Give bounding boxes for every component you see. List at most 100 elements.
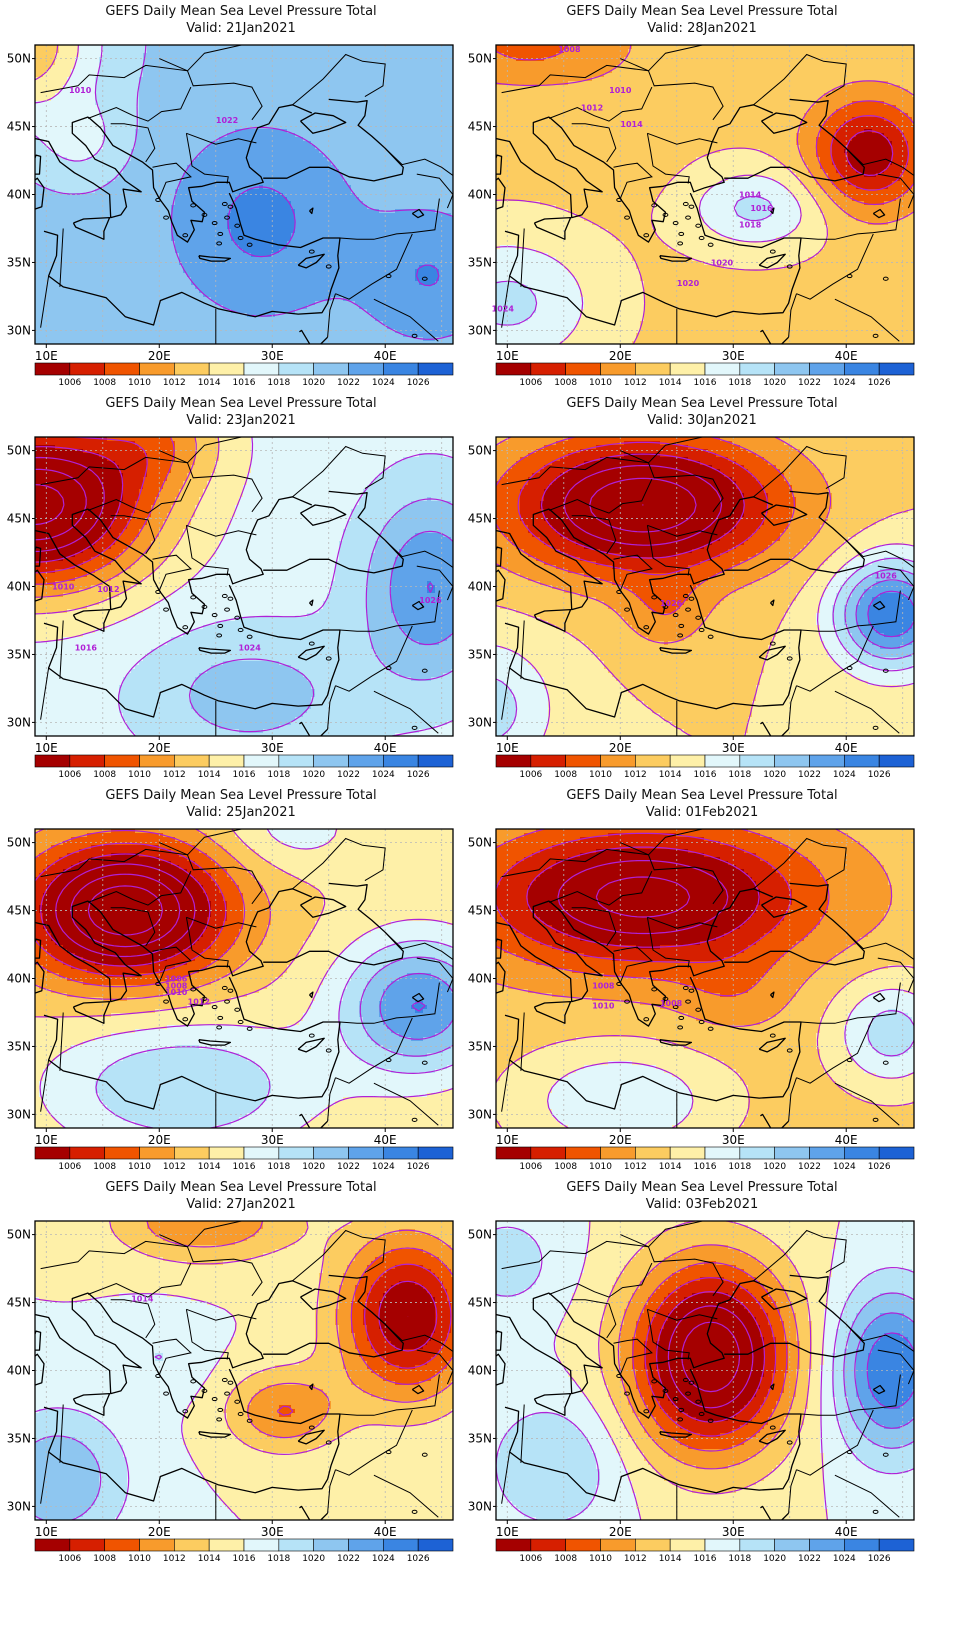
- pressure-cell: [43, 233, 48, 238]
- pressure-cell: [343, 45, 348, 50]
- pressure-cell: [343, 77, 348, 82]
- pressure-cell: [211, 157, 216, 162]
- pressure-cell: [83, 65, 88, 70]
- pressure-cell: [303, 49, 308, 54]
- pressure-cell: [151, 61, 156, 66]
- pressure-cell: [207, 189, 212, 194]
- pressure-cell: [275, 229, 280, 234]
- pressure-cell: [67, 65, 72, 70]
- pressure-cell: [131, 53, 136, 58]
- pressure-cell: [83, 49, 88, 54]
- pressure-cell: [399, 205, 404, 210]
- pressure-cell: [231, 145, 236, 150]
- pressure-cell: [379, 221, 384, 226]
- pressure-cell: [371, 65, 376, 70]
- pressure-cell: [439, 61, 444, 66]
- pressure-cell: [375, 213, 380, 218]
- pressure-cell: [175, 45, 180, 50]
- pressure-cell: [159, 181, 164, 186]
- pressure-cell: [323, 181, 328, 186]
- pressure-cell: [447, 229, 452, 234]
- pressure-cell: [307, 149, 312, 154]
- pressure-cell: [343, 89, 348, 94]
- pressure-cell: [303, 197, 308, 202]
- pressure-cell: [239, 93, 244, 98]
- pressure-cell: [447, 53, 452, 58]
- pressure-cell: [63, 181, 68, 186]
- pressure-cell: [251, 233, 256, 238]
- pressure-cell: [447, 61, 452, 66]
- pressure-cell: [223, 165, 228, 170]
- pressure-cell: [87, 77, 92, 82]
- pressure-cell: [191, 213, 196, 218]
- pressure-cell: [235, 61, 240, 66]
- pressure-cell: [155, 81, 160, 86]
- pressure-cell: [291, 165, 296, 170]
- pressure-cell: [207, 153, 212, 158]
- pressure-cell: [107, 157, 112, 162]
- pressure-cell: [115, 53, 120, 58]
- pressure-cell: [323, 161, 328, 166]
- pressure-cell: [363, 165, 368, 170]
- pressure-cell: [343, 213, 348, 218]
- pressure-cell: [331, 61, 336, 66]
- pressure-cell: [143, 141, 148, 146]
- pressure-cell: [323, 105, 328, 110]
- pressure-cell: [399, 133, 404, 138]
- pressure-cell: [115, 229, 120, 234]
- pressure-cell: [159, 129, 164, 134]
- pressure-cell: [387, 81, 392, 86]
- pressure-cell: [391, 101, 396, 106]
- pressure-cell: [55, 69, 60, 74]
- pressure-cell: [55, 97, 60, 102]
- pressure-cell: [343, 125, 348, 130]
- pressure-cell: [299, 153, 304, 158]
- pressure-cell: [199, 133, 204, 138]
- pressure-cell: [375, 185, 380, 190]
- pressure-cell: [335, 89, 340, 94]
- pressure-cell: [371, 69, 376, 74]
- pressure-cell: [67, 225, 72, 230]
- pressure-cell: [67, 177, 72, 182]
- pressure-cell: [387, 45, 392, 50]
- pressure-cell: [339, 181, 344, 186]
- pressure-cell: [35, 69, 40, 74]
- pressure-cell: [247, 121, 252, 126]
- pressure-cell: [335, 205, 340, 210]
- pressure-cell: [51, 217, 56, 222]
- pressure-cell: [123, 89, 128, 94]
- pressure-cell: [87, 169, 92, 174]
- pressure-cell: [111, 153, 116, 158]
- pressure-cell: [95, 49, 100, 54]
- pressure-cell: [415, 129, 420, 134]
- pressure-cell: [123, 169, 128, 174]
- pressure-cell: [295, 65, 300, 70]
- pressure-cell: [367, 149, 372, 154]
- pressure-cell: [63, 169, 68, 174]
- pressure-cell: [427, 49, 432, 54]
- pressure-cell: [355, 213, 360, 218]
- pressure-cell: [91, 229, 96, 234]
- pressure-cell: [115, 117, 120, 122]
- pressure-cell: [271, 105, 276, 110]
- pressure-cell: [159, 173, 164, 178]
- pressure-cell: [411, 49, 416, 54]
- pressure-cell: [447, 105, 452, 110]
- pressure-cell: [75, 153, 80, 158]
- pressure-cell: [243, 89, 248, 94]
- pressure-cell: [355, 77, 360, 82]
- pressure-cell: [399, 117, 404, 122]
- pressure-cell: [431, 185, 436, 190]
- pressure-cell: [355, 169, 360, 174]
- pressure-cell: [123, 101, 128, 106]
- pressure-cell: [179, 209, 184, 214]
- pressure-cell: [423, 189, 428, 194]
- pressure-cell: [411, 89, 416, 94]
- pressure-cell: [131, 101, 136, 106]
- pressure-cell: [103, 105, 108, 110]
- pressure-cell: [311, 89, 316, 94]
- pressure-cell: [71, 153, 76, 158]
- pressure-cell: [111, 93, 116, 98]
- pressure-cell: [195, 65, 200, 70]
- pressure-cell: [399, 81, 404, 86]
